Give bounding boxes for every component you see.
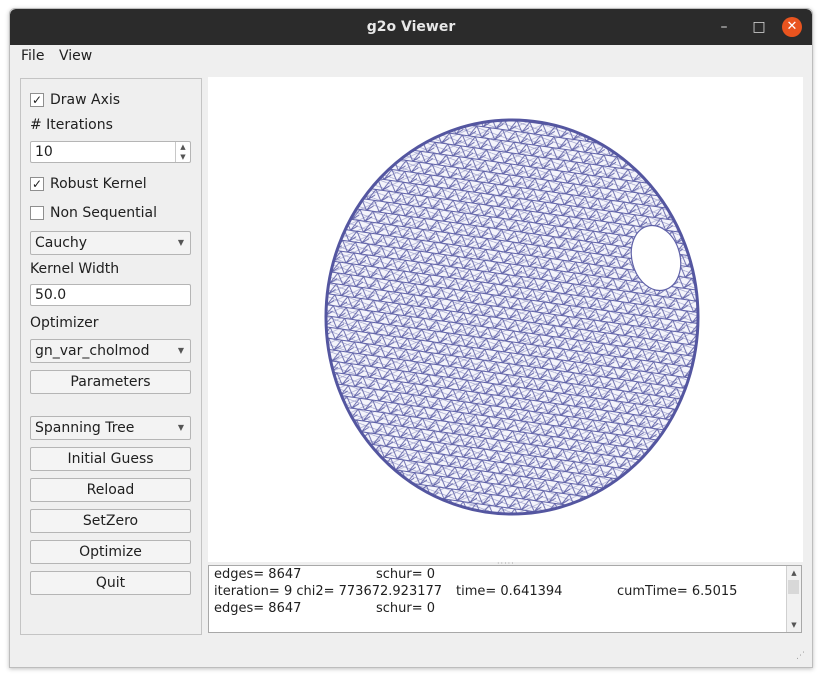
scroll-thumb[interactable]	[788, 580, 799, 594]
console-text: cumTime= 6.5015	[617, 584, 738, 599]
kernel-width-input[interactable]: 50.0	[30, 284, 191, 306]
menu-bar: File View	[10, 45, 812, 69]
checkmark-icon[interactable]: ✓	[30, 177, 44, 191]
iterations-label: # Iterations	[30, 117, 113, 133]
non-sequential-checkbox[interactable]: Non Sequential	[30, 203, 157, 223]
resize-grip-icon[interactable]: ⋰	[796, 651, 805, 661]
mesh-canvas[interactable]	[208, 77, 803, 562]
kernel-select[interactable]: Cauchy ▼	[30, 231, 191, 255]
spin-up-icon[interactable]: ▲	[180, 143, 186, 151]
initial-guess-select[interactable]: Spanning Tree ▼	[30, 416, 191, 440]
title-bar: g2o Viewer – □ ✕	[10, 9, 812, 45]
splitter-handle[interactable]: ·····	[497, 559, 515, 568]
kernel-width-value: 50.0	[35, 287, 67, 303]
mesh-hole	[630, 224, 682, 292]
sphere-outline	[324, 118, 700, 516]
scroll-up-icon[interactable]: ▲	[791, 569, 797, 577]
console-text: edges= 8647	[214, 567, 302, 582]
parameters-button[interactable]: Parameters	[30, 370, 191, 394]
console-text: time= 0.641394	[456, 584, 563, 599]
robust-kernel-label: Robust Kernel	[50, 176, 147, 192]
console-text: schur= 0	[376, 567, 436, 582]
draw-axis-checkbox[interactable]: ✓ Draw Axis	[30, 90, 120, 110]
quit-button[interactable]: Quit	[30, 571, 191, 595]
kernel-select-value: Cauchy	[35, 235, 88, 251]
checkmark-icon[interactable]: ✓	[30, 93, 44, 107]
sphere-mesh	[326, 120, 698, 514]
chevron-down-icon: ▼	[177, 238, 184, 247]
window-title: g2o Viewer	[366, 19, 456, 35]
minimize-icon[interactable]: –	[720, 19, 728, 35]
console-scrollbar[interactable]: ▲ ▼	[786, 566, 801, 632]
close-icon[interactable]: ✕	[782, 17, 802, 37]
chevron-down-icon: ▼	[177, 423, 184, 432]
console-text: edges= 8647	[214, 601, 302, 616]
non-sequential-label: Non Sequential	[50, 205, 157, 221]
control-panel: ✓ Draw Axis # Iterations 10 ▲ ▼ ✓ Robust…	[20, 78, 202, 635]
optimizer-select-value: gn_var_cholmod	[35, 343, 150, 359]
iterations-value: 10	[35, 144, 53, 160]
app-window: g2o Viewer – □ ✕ File View ✓ Draw Axis #…	[9, 8, 813, 668]
robust-kernel-checkbox[interactable]: ✓ Robust Kernel	[30, 174, 147, 194]
output-console[interactable]: edges= 8647 schur= 0 iteration= 9 chi2= …	[208, 565, 802, 633]
spin-buttons[interactable]: ▲ ▼	[175, 142, 190, 162]
menu-view[interactable]: View	[59, 48, 93, 64]
console-text: iteration= 9 chi2= 773672.923177	[214, 584, 443, 599]
optimizer-label: Optimizer	[30, 315, 99, 331]
console-text: schur= 0	[376, 601, 436, 616]
kernel-width-label: Kernel Width	[30, 261, 120, 277]
spin-down-icon[interactable]: ▼	[180, 153, 186, 161]
maximize-icon[interactable]: □	[752, 19, 766, 35]
optimize-button[interactable]: Optimize	[30, 540, 191, 564]
empty-checkbox-icon[interactable]	[30, 206, 44, 220]
optimizer-select[interactable]: gn_var_cholmod ▼	[30, 339, 191, 363]
scroll-down-icon[interactable]: ▼	[791, 621, 797, 629]
chevron-down-icon: ▼	[177, 346, 184, 355]
setzero-button[interactable]: SetZero	[30, 509, 191, 533]
draw-axis-label: Draw Axis	[50, 92, 121, 108]
graph-viewer[interactable]	[208, 77, 803, 562]
reload-button[interactable]: Reload	[30, 478, 191, 502]
initial-guess-select-value: Spanning Tree	[35, 420, 135, 436]
initial-guess-button[interactable]: Initial Guess	[30, 447, 191, 471]
menu-file[interactable]: File	[21, 48, 45, 64]
iterations-spinbox[interactable]: 10 ▲ ▼	[30, 141, 191, 163]
